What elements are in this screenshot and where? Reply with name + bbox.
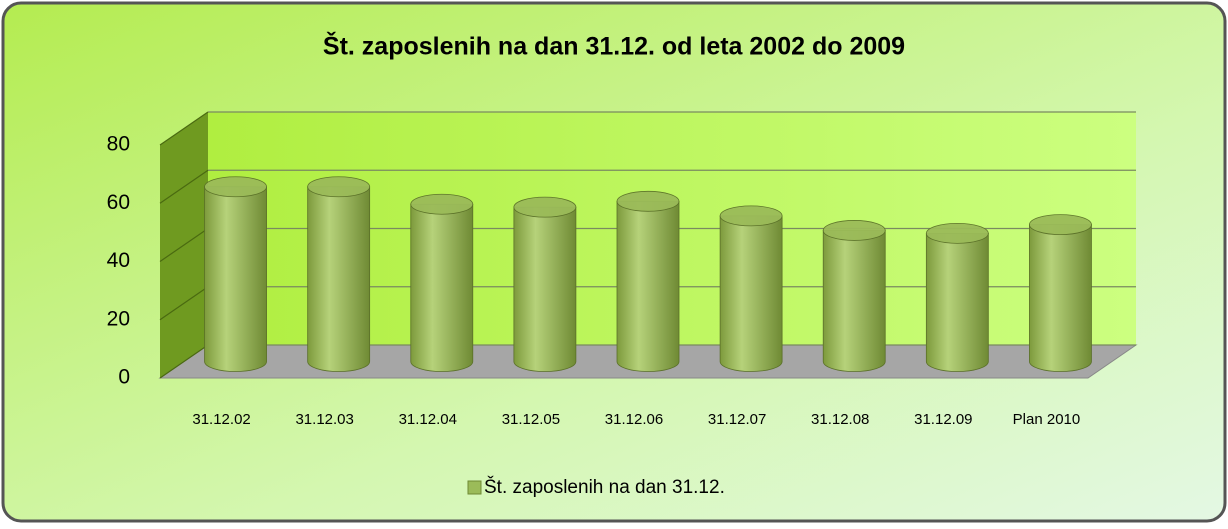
x-tick-label: 31.12.07 xyxy=(708,411,766,428)
cylinder xyxy=(1029,224,1092,372)
chart-title: Št. zaposlenih na dan 31.12. od leta 200… xyxy=(323,31,905,61)
side-grid-line xyxy=(159,111,209,146)
cylinder-top xyxy=(925,222,989,244)
y-tick-label: 80 xyxy=(107,133,130,156)
x-tick-label: Plan 2010 xyxy=(1013,411,1081,428)
x-tick-label: 31.12.02 xyxy=(192,411,250,428)
plot-area: 0 20 40 60 80 31.12.02 31.12.03 31.12.04 31.12.0… xyxy=(107,111,1138,428)
legend-label: Št. zaposlenih na dan 31.12. xyxy=(484,476,725,498)
x-tick-label: 31.12.08 xyxy=(811,411,869,428)
y-tick-label: 0 xyxy=(118,366,130,389)
cylinder xyxy=(204,186,267,372)
cylinder xyxy=(616,200,680,372)
cylinder-top xyxy=(616,190,680,212)
cylinder xyxy=(719,215,783,372)
x-tick-label: 31.12.05 xyxy=(502,411,560,428)
legend-swatch xyxy=(467,480,482,495)
cylinder-top xyxy=(513,196,577,218)
cylinder xyxy=(822,230,886,372)
y-tick-label: 60 xyxy=(107,191,130,214)
x-tick-label: 31.12.04 xyxy=(399,411,457,428)
cylinder-top xyxy=(307,176,371,198)
x-tick-label: 31.12.03 xyxy=(295,411,353,428)
cylinder xyxy=(410,203,474,372)
cylinder-top xyxy=(410,193,474,215)
side-grid-line xyxy=(159,286,209,321)
x-tick-label: 31.12.06 xyxy=(605,411,663,428)
y-tick-label: 20 xyxy=(107,307,130,330)
side-grid-line xyxy=(159,169,209,204)
y-tick-label: 40 xyxy=(107,249,130,272)
cylinder xyxy=(307,186,371,372)
cylinder-top xyxy=(1029,214,1092,236)
side-grid-line xyxy=(159,344,209,379)
x-tick-label: 31.12.09 xyxy=(914,411,972,428)
cylinder xyxy=(925,232,989,372)
cylinder-top xyxy=(719,205,783,227)
cylinder xyxy=(513,206,577,372)
cylinder-top xyxy=(204,176,267,198)
side-grid-line xyxy=(159,228,209,262)
cylinder-top xyxy=(822,220,886,241)
